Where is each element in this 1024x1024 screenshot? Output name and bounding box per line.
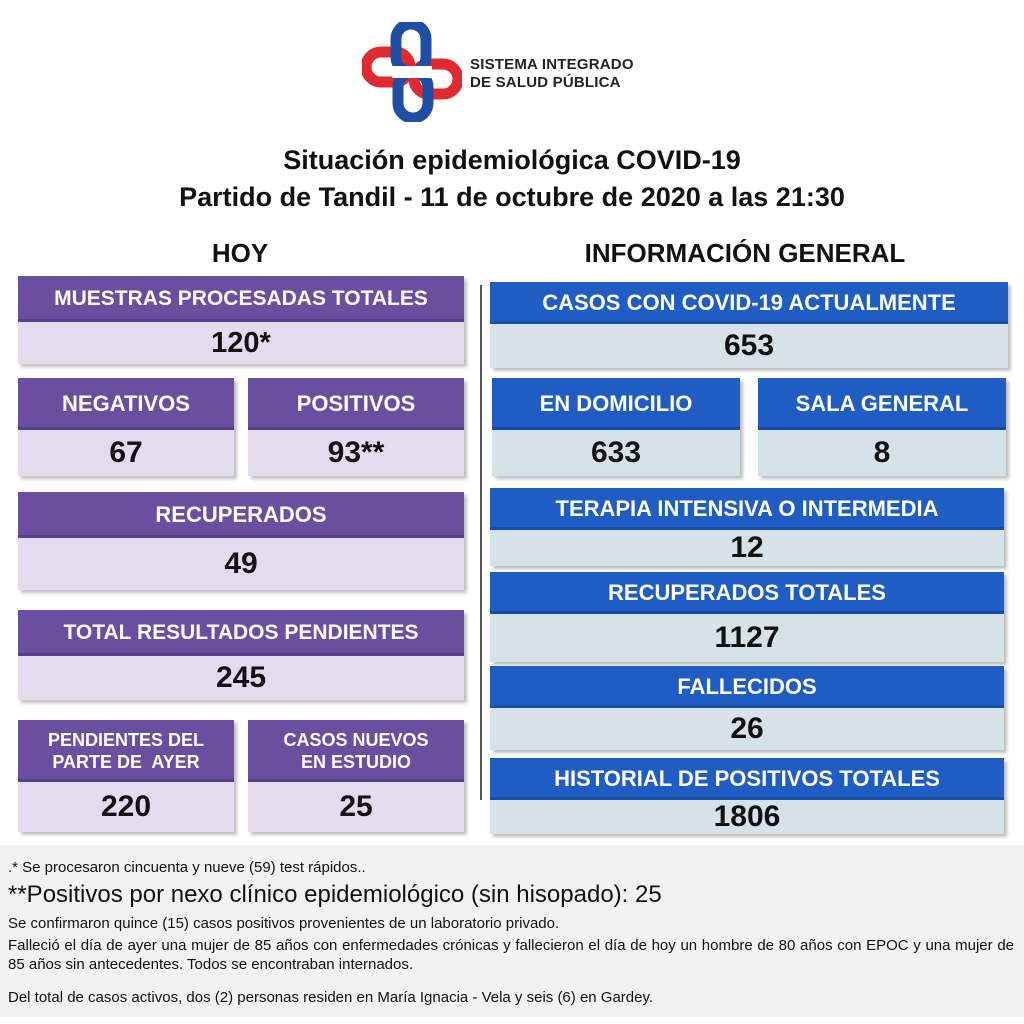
historial-value: 1806 bbox=[490, 800, 1004, 834]
logo-mark-icon bbox=[362, 22, 462, 122]
note-deaths: Falleció el día de ayer una mujer de 85 … bbox=[8, 937, 1014, 973]
casos-nuevos-label-line2: EN ESTUDIO bbox=[300, 752, 411, 772]
notes-panel bbox=[0, 845, 1024, 1017]
pendientes-ayer-label: PENDIENTES DEL PARTE DE AYER bbox=[18, 720, 234, 782]
historial-label: HISTORIAL DE POSITIVOS TOTALES bbox=[490, 758, 1004, 800]
sala-card: SALA GENERAL 8 bbox=[758, 378, 1006, 476]
page-subtitle: Partido de Tandil - 11 de octubre de 202… bbox=[179, 182, 845, 212]
pendientes-card: TOTAL RESULTADOS PENDIENTES 245 bbox=[18, 610, 464, 700]
recuperados-card: RECUPERADOS 49 bbox=[18, 492, 464, 590]
pendientes-value: 245 bbox=[18, 656, 464, 700]
sala-label: SALA GENERAL bbox=[758, 378, 1006, 430]
casos-nuevos-card: CASOS NUEVOS EN ESTUDIO 25 bbox=[248, 720, 464, 832]
muestras-label: MUESTRAS PROCESADAS TOTALES bbox=[18, 276, 464, 322]
domicilio-label: EN DOMICILIO bbox=[492, 378, 740, 430]
terapia-card: TERAPIA INTENSIVA O INTERMEDIA 12 bbox=[490, 488, 1004, 566]
logo: SISTEMA INTEGRADO DE SALUD PÚBLICA bbox=[362, 22, 652, 122]
fallecidos-card: FALLECIDOS 26 bbox=[490, 666, 1004, 750]
positivos-card: POSITIVOS 93** bbox=[248, 378, 464, 476]
fallecidos-value: 26 bbox=[490, 708, 1004, 750]
hoy-heading: HOY bbox=[211, 238, 269, 268]
note-rapid-tests: .* Se procesaron cincuenta y nueve (59) … bbox=[8, 859, 366, 876]
org-name: SISTEMA INTEGRADO DE SALUD PÚBLICA bbox=[470, 56, 634, 92]
org-name-line1: SISTEMA INTEGRADO bbox=[470, 56, 634, 73]
terapia-label: TERAPIA INTENSIVA O INTERMEDIA bbox=[490, 488, 1004, 530]
activos-label: CASOS CON COVID-19 ACTUALMENTE bbox=[490, 282, 1008, 324]
casos-nuevos-label: CASOS NUEVOS EN ESTUDIO bbox=[248, 720, 464, 782]
domicilio-value: 633 bbox=[492, 430, 740, 476]
pendientes-ayer-value: 220 bbox=[18, 782, 234, 832]
note-clinical-link: **Positivos por nexo clínico epidemiológ… bbox=[8, 881, 662, 908]
note-private-lab: Se confirmaron quince (15) casos positiv… bbox=[8, 915, 560, 932]
historial-card: HISTORIAL DE POSITIVOS TOTALES 1806 bbox=[490, 758, 1004, 834]
activos-card: CASOS CON COVID-19 ACTUALMENTE 653 bbox=[490, 282, 1008, 368]
positivos-value: 93** bbox=[248, 430, 464, 476]
casos-nuevos-value: 25 bbox=[248, 782, 464, 832]
muestras-value: 120* bbox=[18, 322, 464, 364]
recuperados-label: RECUPERADOS bbox=[18, 492, 464, 538]
note-residence: Del total de casos activos, dos (2) pers… bbox=[8, 989, 654, 1006]
negativos-label: NEGATIVOS bbox=[18, 378, 234, 430]
recuperados-totales-card: RECUPERADOS TOTALES 1127 bbox=[490, 572, 1004, 662]
recuperados-value: 49 bbox=[18, 538, 464, 590]
page-title: Situación epidemiológica COVID-19 bbox=[283, 145, 741, 175]
org-name-line2: DE SALUD PÚBLICA bbox=[470, 74, 621, 91]
column-divider bbox=[480, 285, 482, 800]
casos-nuevos-label-line1: CASOS NUEVOS bbox=[283, 730, 429, 750]
pendientes-ayer-card: PENDIENTES DEL PARTE DE AYER 220 bbox=[18, 720, 234, 832]
recuperados-totales-value: 1127 bbox=[490, 614, 1004, 662]
domicilio-card: EN DOMICILIO 633 bbox=[492, 378, 740, 476]
negativos-card: NEGATIVOS 67 bbox=[18, 378, 234, 476]
general-heading: INFORMACIÓN GENERAL bbox=[584, 238, 906, 268]
terapia-value: 12 bbox=[490, 530, 1004, 566]
negativos-value: 67 bbox=[18, 430, 234, 476]
pendientes-ayer-label-line1: PENDIENTES DEL bbox=[47, 730, 205, 750]
sala-value: 8 bbox=[758, 430, 1006, 476]
activos-value: 653 bbox=[490, 324, 1008, 368]
pendientes-label: TOTAL RESULTADOS PENDIENTES bbox=[18, 610, 464, 656]
fallecidos-label: FALLECIDOS bbox=[490, 666, 1004, 708]
recuperados-totales-label: RECUPERADOS TOTALES bbox=[490, 572, 1004, 614]
muestras-card: MUESTRAS PROCESADAS TOTALES 120* bbox=[18, 276, 464, 364]
pendientes-ayer-label-line2: PARTE DE AYER bbox=[52, 752, 200, 772]
positivos-label: POSITIVOS bbox=[248, 378, 464, 430]
